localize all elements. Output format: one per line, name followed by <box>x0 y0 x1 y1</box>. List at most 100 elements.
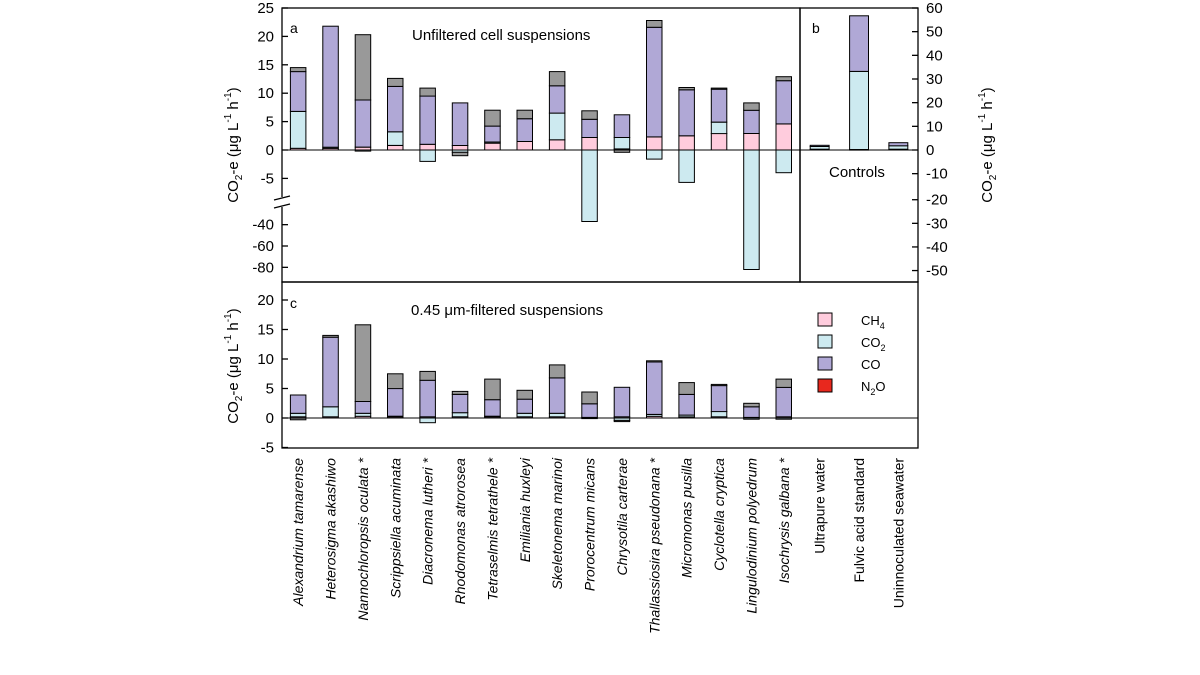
panel-c-tick-label-10: 10 <box>257 351 274 368</box>
panel-b-tick-label-40: 40 <box>926 47 943 64</box>
panel-a-bar-tetraselmis-tetrathele-co <box>484 125 501 143</box>
panel-c-bar-cyclotella-cryptica-co <box>710 385 728 413</box>
panel-c-bar-scrippsiella-acuminata-co <box>387 388 404 417</box>
panel-a-bar-heterosigma-akashiwo-co <box>322 25 339 148</box>
panel-c-bar-diacronema-lutheri-co <box>419 379 436 418</box>
panel-a-bar-diacronema-lutheri-n2o <box>419 87 436 97</box>
panel-c-bar-nannochloropsis-oculata-co <box>354 401 372 414</box>
panel-c-bar-heterosigma-akashiwo-co2 <box>322 406 339 418</box>
panel-a-tick-label-10: 10 <box>257 85 274 102</box>
panel-c-plot: 20 15 10 5 0 -5 <box>257 292 918 457</box>
panel-c-bar-chrysotila-carterae-co <box>613 386 631 418</box>
panel-c-bar-alexandrium-tamarense-co2 <box>289 412 307 418</box>
panel-a-bar-skeletonema-marinoi-co2 <box>548 112 566 141</box>
panel-a-tick-label--60: -60 <box>252 238 274 255</box>
panel-a-bar-cyclotella-cryptica-n2o <box>710 87 728 90</box>
control-label-ultrapure-water: Ultrapure water <box>812 458 828 554</box>
svg-text:CO2-e (μg L-1 h-1): CO2-e (μg L-1 h-1) <box>977 87 999 202</box>
panel-c-tick-label-15: 15 <box>257 322 274 339</box>
panel-a-bar-skeletonema-marinoi-ch4 <box>548 139 566 151</box>
panel-a-bar-lingulodinium-polyedrum-co <box>743 109 760 134</box>
panel-b-tick-label--50: -50 <box>926 263 948 280</box>
legend-label-ch4: CH4 <box>861 313 885 331</box>
panel-a-bar-diacronema-lutheri-ch4 <box>419 143 436 151</box>
panel-c-bar-skeletonema-marinoi-co <box>548 377 566 414</box>
panel-a-bar-alexandrium-tamarense-co <box>289 71 307 112</box>
panel-c-bar-lingulodinium-polyedrum-n2o <box>743 402 760 408</box>
category-label-micromonas-pusilla: Micromonas pusilla <box>679 458 695 578</box>
panel-a-bar-rhodomonas-atrorosea-n2o <box>451 151 469 157</box>
panel-c-bar-isochrysis-galbana-n2o <box>775 378 792 388</box>
panel-c-bar-rhodomonas-atrorosea-n2o <box>451 390 469 395</box>
svg-text:CO2-e (μg L-1 h-1): CO2-e (μg L-1 h-1) <box>223 308 245 423</box>
panel-b-tick-label-10: 10 <box>926 118 943 135</box>
category-label-alexandrium-tamarense: Alexandrium tamarense <box>290 458 306 607</box>
panel-c-bar-isochrysis-galbana-co <box>775 386 792 418</box>
panel-a-bar-emiliania-huxleyi-ch4 <box>516 141 533 151</box>
panel-c-bar-lingulodinium-polyedrum-co <box>743 406 760 418</box>
category-label-scrippsiella-acuminata: Scrippsiella acuminata <box>387 458 403 598</box>
panel-b-letter: b <box>812 20 820 36</box>
panel-b-tick-label-0: 0 <box>926 142 934 159</box>
panel-a-bar-lingulodinium-polyedrum-co2 <box>743 149 760 270</box>
panel-c-bar-micromonas-pusilla-co <box>678 393 695 416</box>
y-axis-label-b: CO2-e (μg L-1 h-1) <box>977 87 999 202</box>
category-label-lingulodinium-polyedrum: Lingulodinium polyedrum <box>743 458 759 614</box>
panel-a-bar-isochrysis-galbana-co <box>775 80 792 125</box>
panel-c-bar-skeletonema-marinoi-co2 <box>548 412 566 418</box>
panel-b-tick-label--10: -10 <box>926 166 948 183</box>
panel-a-bar-tetraselmis-tetrathele-n2o <box>484 109 501 127</box>
panel-a-bar-skeletonema-marinoi-n2o <box>548 71 566 87</box>
panel-a-bar-chrysotila-carterae-co2 <box>613 137 631 150</box>
panel-a-bar-nannochloropsis-oculata-n2o <box>354 34 372 101</box>
category-label-cyclotella-cryptica: Cyclotella cryptica <box>711 458 727 571</box>
legend-swatch-co2 <box>817 334 833 349</box>
panel-a-bar-rhodomonas-atrorosea-co <box>451 102 469 146</box>
panel-c-bar-thallassiosira-pseudonana-n2o <box>646 360 663 363</box>
panel-c-bar-prorocentrum-micans-co <box>581 403 598 418</box>
legend-swatch-ch4 <box>817 312 833 327</box>
legend-label-co2: CO2 <box>861 335 886 353</box>
category-label-nannochloropsis-oculata: Nannochloropsis oculata * <box>355 457 371 620</box>
panel-c-bar-emiliania-huxleyi-co2 <box>516 412 533 418</box>
control-label-uninnoculated-seawater: Uninnoculated seawater <box>890 458 906 609</box>
panel-c-bar-tetraselmis-tetrathele-n2o <box>484 378 501 401</box>
svg-text:CO2-e (μg L-1 h-1): CO2-e (μg L-1 h-1) <box>223 87 245 202</box>
panel-a-bar-thallassiosira-pseudonana-n2o <box>646 20 663 28</box>
panel-c-bar-emiliania-huxleyi-co <box>516 398 533 414</box>
panel-c-bar-heterosigma-akashiwo-n2o <box>322 334 339 338</box>
category-label-isochrysis-galbana: Isochrysis galbana * <box>776 457 792 583</box>
panel-a-bar-diacronema-lutheri-co2 <box>419 149 436 162</box>
panel-a-bar-lingulodinium-polyedrum-ch4 <box>743 133 760 151</box>
panel-c-tick-label-5: 5 <box>266 381 274 398</box>
panel-a-tick-label-0: 0 <box>266 142 274 159</box>
panel-a-bar-prorocentrum-micans-n2o <box>581 110 598 120</box>
panel-a-bar-alexandrium-tamarense-co2 <box>289 110 307 149</box>
panel-a-bar-thallassiosira-pseudonana-ch4 <box>646 136 663 151</box>
panel-a-bar-rhodomonas-atrorosea-ch4 <box>451 145 469 151</box>
panel-b-bar-ultrapure-water-co <box>809 144 830 148</box>
panel-a-bar-prorocentrum-micans-co <box>581 118 598 139</box>
category-label-tetraselmis-tetrathele: Tetraselmis tetrathele * <box>484 457 500 600</box>
panel-b-bar-uninnoculated-seawater-co <box>888 142 909 147</box>
panel-c-bar-emiliania-huxleyi-n2o <box>516 389 533 400</box>
panel-a-bar-thallassiosira-pseudonana-co2 <box>646 149 663 160</box>
panel-a-tick-label--40: -40 <box>252 217 274 234</box>
control-label-fulvic-acid-standard: Fulvic acid standard <box>851 458 867 583</box>
panel-a-axis-break-marks <box>273 195 291 209</box>
panel-b-plot: 60 50 40 30 20 10 0 -10 -20 -30 -40 -50 <box>800 0 948 280</box>
panel-a-bar-scrippsiella-acuminata-n2o <box>387 77 404 87</box>
panel-a-bar-tetraselmis-tetrathele-ch4 <box>484 142 501 151</box>
panel-b-title: Controls <box>829 164 885 181</box>
category-label-diacronema-lutheri: Diacronema lutheri * <box>420 457 436 584</box>
category-label-emiliania-huxleyi: Emiliania huxleyi <box>517 457 533 562</box>
panel-a-letter: a <box>290 20 298 36</box>
panel-a-bar-scrippsiella-acuminata-co <box>387 85 404 133</box>
panel-a-bar-scrippsiella-acuminata-ch4 <box>387 145 404 151</box>
panel-b-tick-label-50: 50 <box>926 24 943 41</box>
panel-c-bar-heterosigma-akashiwo-co <box>322 336 339 408</box>
category-label-prorocentrum-micans: Prorocentrum micans <box>582 458 598 591</box>
panel-c-bar-micromonas-pusilla-n2o <box>678 382 695 395</box>
panel-a-plot: 25 20 15 10 5 0 -5 -40 -60 -80 <box>252 0 800 276</box>
category-labels: Alexandrium tamarense Heterosigma akashiw… <box>290 457 906 634</box>
